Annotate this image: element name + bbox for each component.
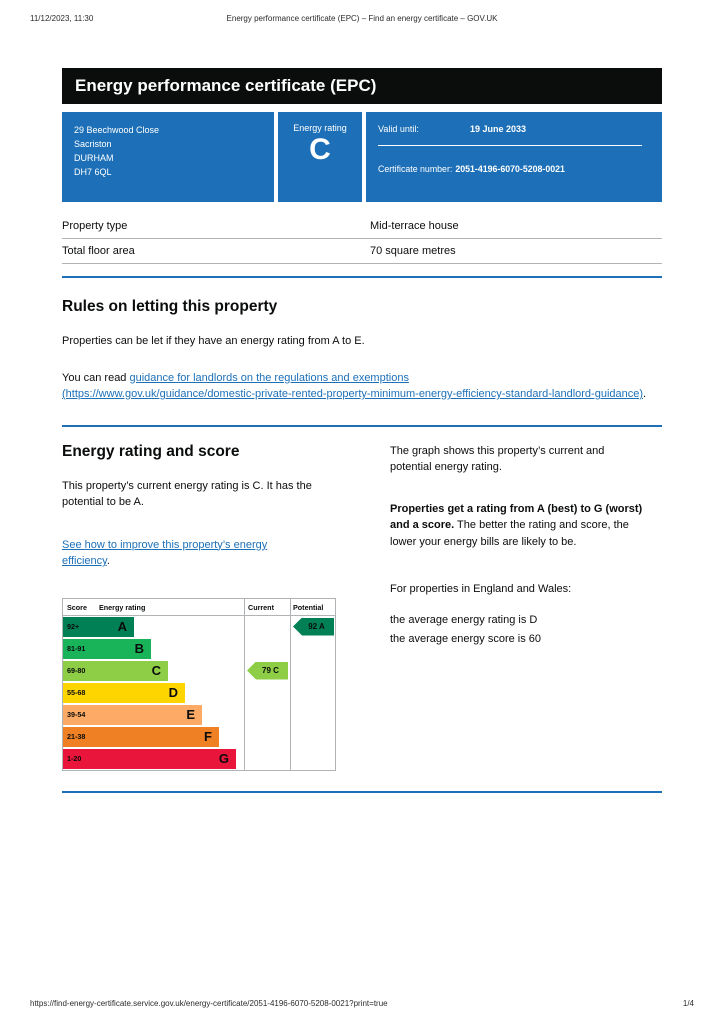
average-score-line: the average energy score is 60 (390, 633, 542, 645)
section-divider (62, 790, 662, 793)
current-rating-marker: 79 C (247, 661, 288, 680)
chart-column-divider (244, 598, 245, 770)
band-score: 81-91 (67, 644, 86, 653)
potential-rating-marker: 92 A (293, 617, 334, 636)
rules-paragraph: Properties can be let if they have an en… (62, 335, 365, 347)
validity-divider (378, 145, 642, 146)
epc-band-row-g: 1-20 G (63, 748, 244, 770)
section-divider (62, 424, 662, 427)
epc-band-row-b: 81-91 B (63, 638, 244, 660)
epc-band-row-c: 69-80 C (63, 660, 244, 682)
certificate-number-label: Certificate number: (378, 164, 453, 174)
rating-summary-paragraph: This property’s current energy rating is… (62, 479, 312, 509)
current-column-header: Current (248, 602, 274, 612)
page-title-banner: Energy performance certificate (EPC) (62, 68, 662, 104)
certificate-page: Energy performance certificate (EPC) 29 … (62, 68, 662, 793)
certificate-number: 2051-4196-6070-5208-0021 (455, 164, 565, 174)
epc-band-row-e: 39-54 E (63, 704, 244, 726)
band-letter: A (117, 619, 127, 634)
energy-rating-label: Energy rating (293, 123, 347, 133)
band-letter: C (151, 663, 161, 678)
floor-area-value: 70 square metres (370, 245, 456, 257)
improve-paragraph: See how to improve this property’s energ… (62, 537, 314, 570)
section-divider (62, 276, 662, 278)
property-type-value: Mid-terrace house (370, 220, 459, 232)
rating-explanation: Properties get a rating from A (best) to… (390, 501, 648, 551)
epc-band-bar-b: 81-91 B (63, 638, 151, 659)
rating-right-column: The graph shows this property’s current … (390, 443, 648, 771)
address-line-4: DH7 6QL (74, 166, 112, 177)
band-score: 39-54 (67, 710, 86, 719)
energy-rating-value: C (309, 133, 331, 166)
band-letter: G (218, 751, 229, 766)
print-header: 11/12/2023, 11:30 Energy performance cer… (0, 14, 724, 23)
band-score: 21-38 (67, 732, 86, 741)
print-footer-url: https://find-energy-certificate.service.… (30, 999, 388, 1008)
potential-rating-label: 92 A (308, 622, 325, 631)
guidance-suffix: . (643, 388, 647, 400)
epc-rating-chart: Score Energy rating Current Potential 92… (62, 597, 336, 771)
epc-band-bar-a: 92+ A (63, 616, 134, 637)
rules-on-letting-section: Rules on letting this property Propertie… (62, 298, 662, 403)
band-score: 55-68 (67, 688, 86, 697)
current-rating-label: 79 C (262, 666, 279, 675)
band-score: 69-80 (67, 666, 86, 675)
valid-until-label: Valid until: (378, 124, 419, 134)
energy-rating-box: Energy rating C (278, 112, 362, 202)
landlord-guidance-url-link[interactable]: (https://www.gov.uk/guidance/domestic-pr… (62, 388, 644, 400)
table-row: Property type Mid-terrace house (62, 214, 662, 239)
epc-band-bar-f: 21-38 F (63, 726, 219, 747)
average-rating-line: the average energy rating is D (390, 613, 538, 626)
rating-explanation-rest: The better the rating and score, the low… (390, 519, 629, 548)
validity-box: Valid until: 19 June 2033 Certificate nu… (366, 112, 662, 202)
print-datetime: 11/12/2023, 11:30 (30, 14, 94, 23)
epc-band-row-d: 55-68 D (63, 682, 244, 704)
property-type-label: Property type (62, 220, 128, 232)
band-score: 1-20 (67, 754, 82, 763)
epc-band-row-a: 92+ A (63, 616, 244, 638)
improve-suffix: . (106, 555, 110, 567)
rating-left-column: Energy rating and score This property’s … (62, 443, 362, 771)
chart-column-divider (290, 598, 291, 770)
epc-band-bar-c: 69-80 C (63, 660, 168, 681)
band-letter: E (186, 707, 195, 722)
print-title: Energy performance certificate (EPC) – F… (226, 14, 498, 23)
landlord-guidance-link[interactable]: guidance for landlords on the regulation… (129, 371, 409, 384)
address-line-2: Sacriston (74, 138, 112, 149)
properties-region-line: For properties in England and Wales: (390, 583, 572, 595)
floor-area-label: Total floor area (62, 245, 135, 257)
energy-rating-section: Energy rating and score This property’s … (62, 443, 662, 771)
epc-bands: 92+ A 81-91 B 69-80 C (63, 616, 244, 770)
band-letter: F (204, 729, 212, 744)
energy-rating-column-header: Energy rating (99, 602, 146, 612)
graph-description: The graph shows this property’s current … (390, 444, 605, 474)
band-letter: B (134, 641, 144, 656)
epc-band-row-f: 21-38 F (63, 726, 244, 748)
page-title: Energy performance certificate (EPC) (75, 76, 377, 95)
improve-efficiency-link[interactable]: See how to improve this property’s energ… (62, 538, 268, 568)
guidance-paragraph: You can read guidance for landlords on t… (62, 370, 662, 403)
score-column-header: Score (67, 602, 87, 612)
address-line-1: 29 Beechwood Close (74, 125, 160, 135)
table-row: Total floor area 70 square metres (62, 239, 662, 264)
epc-band-bar-d: 55-68 D (63, 682, 185, 703)
epc-band-bar-e: 39-54 E (63, 704, 202, 725)
guidance-prefix: You can read (62, 371, 130, 384)
band-score: 92+ (67, 622, 80, 631)
valid-until-date: 19 June 2033 (470, 124, 527, 134)
rating-heading: Energy rating and score (62, 442, 240, 460)
rules-heading: Rules on letting this property (62, 298, 278, 315)
property-address: 29 Beechwood Close Sacriston DURHAM DH7 … (62, 112, 274, 202)
address-line-3: DURHAM (74, 152, 114, 163)
print-footer-page-number: 1/4 (682, 999, 694, 1008)
band-letter: D (168, 685, 178, 700)
print-footer: https://find-energy-certificate.service.… (30, 999, 694, 1008)
rating-explanation-bold: Properties get a rating from A (best) to… (390, 502, 643, 532)
property-summary-table: Property type Mid-terrace house Total fl… (62, 214, 662, 264)
chart-header-divider (63, 614, 335, 616)
certificate-summary-banner: 29 Beechwood Close Sacriston DURHAM DH7 … (62, 112, 662, 202)
potential-column-header: Potential (293, 602, 324, 612)
epc-band-bar-g: 1-20 G (63, 748, 236, 769)
